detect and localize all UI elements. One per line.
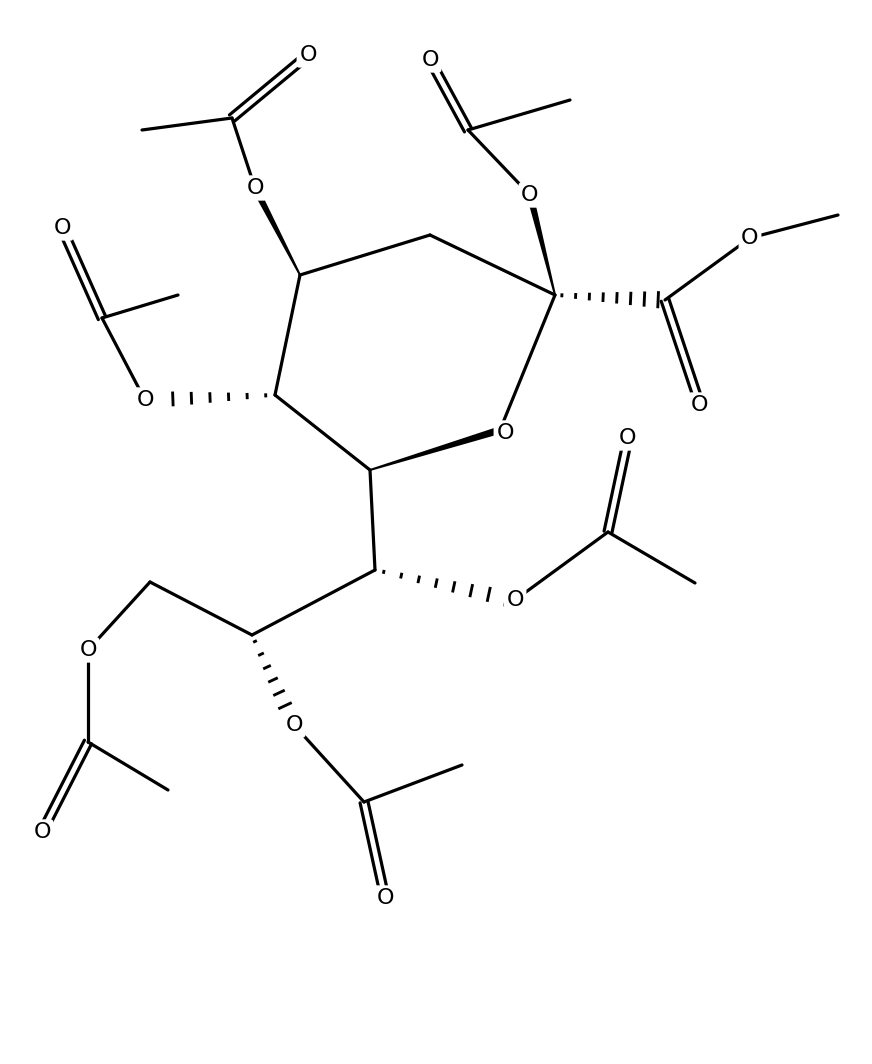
Text: O: O [299,45,317,65]
Text: O: O [53,218,71,238]
Text: O: O [691,395,709,415]
Text: O: O [136,390,153,410]
Text: O: O [507,591,524,610]
Text: O: O [285,715,303,735]
Polygon shape [370,427,501,471]
Polygon shape [252,186,301,276]
Text: O: O [246,178,263,198]
Text: O: O [521,185,539,205]
Text: O: O [496,423,514,443]
Text: O: O [741,228,759,248]
Text: O: O [376,888,394,908]
Text: O: O [79,641,97,660]
Text: O: O [619,428,637,448]
Text: O: O [33,822,51,842]
Text: O: O [421,50,439,70]
Polygon shape [527,194,556,295]
